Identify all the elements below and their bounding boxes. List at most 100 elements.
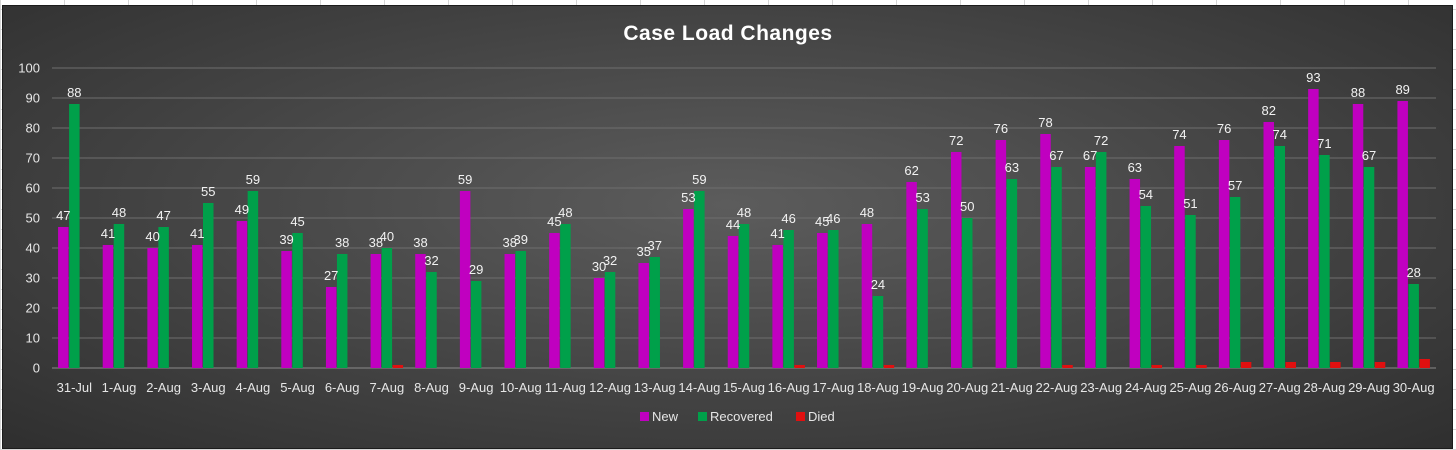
bar-new-10-Aug[interactable]: [504, 254, 516, 368]
bar-died-30-Aug[interactable]: [1419, 359, 1430, 368]
bar-new-29-Aug[interactable]: [1352, 104, 1364, 368]
bar-new-18-Aug[interactable]: [861, 224, 873, 368]
bar-recovered-26-Aug[interactable]: [1229, 197, 1241, 368]
bar-recovered-2-Aug[interactable]: [158, 227, 169, 368]
bar-new-30-Aug[interactable]: [1397, 101, 1408, 368]
bar-died-28-Aug[interactable]: [1330, 362, 1341, 368]
y-axis-tick-labels: 0 10 20 30 40 50 60 70 80 90 100: [18, 61, 40, 376]
data-label-new: 93: [1306, 70, 1320, 85]
bar-recovered-29-Aug[interactable]: [1363, 167, 1375, 368]
x-tick-label: 12-Aug: [589, 380, 631, 395]
legend-item-recovered[interactable]: Recovered: [698, 409, 773, 424]
data-label-new: 44: [726, 217, 740, 232]
bar-new-3-Aug[interactable]: [192, 245, 203, 368]
bar-new-9-Aug[interactable]: [459, 191, 471, 368]
bar-new-11-Aug[interactable]: [549, 233, 560, 368]
bar-new-23-Aug[interactable]: [1084, 167, 1096, 368]
bar-new-12-Aug[interactable]: [593, 278, 605, 368]
bar-recovered-5-Aug[interactable]: [292, 233, 303, 368]
bar-recovered-17-Aug[interactable]: [828, 230, 839, 368]
legend-item-new[interactable]: New: [640, 409, 679, 424]
bar-new-2-Aug[interactable]: [147, 248, 158, 368]
bar-died-27-Aug[interactable]: [1285, 362, 1296, 368]
data-label-recovered: 29: [469, 262, 483, 277]
bar-new-19-Aug[interactable]: [906, 182, 917, 368]
bar-new-6-Aug[interactable]: [325, 287, 337, 368]
bar-new-5-Aug[interactable]: [281, 251, 292, 368]
bar-died-16-Aug[interactable]: [794, 365, 805, 368]
bar-recovered-1-Aug[interactable]: [113, 224, 125, 368]
bar-recovered-11-Aug[interactable]: [560, 224, 571, 368]
bar-new-13-Aug[interactable]: [638, 263, 649, 368]
data-label-recovered: 32: [424, 253, 438, 268]
bar-recovered-23-Aug[interactable]: [1095, 152, 1107, 368]
legend-item-died[interactable]: Died: [796, 409, 835, 424]
bar-recovered-28-Aug[interactable]: [1319, 155, 1330, 368]
bar-recovered-6-Aug[interactable]: [336, 254, 348, 368]
bar-new-26-Aug[interactable]: [1218, 140, 1230, 368]
x-tick-label: 5-Aug: [280, 380, 315, 395]
bar-new-25-Aug[interactable]: [1174, 146, 1185, 368]
bar-chart: Case Load Changes 0 10 20 30 40 50 60 70 80 90 100…: [18, 22, 1436, 424]
data-label-new: 76: [1217, 121, 1231, 136]
bar-recovered-8-Aug[interactable]: [426, 272, 437, 368]
bar-died-24-Aug[interactable]: [1151, 365, 1163, 368]
bar-new-20-Aug[interactable]: [950, 152, 962, 368]
bar-new-22-Aug[interactable]: [1040, 134, 1051, 368]
bar-new-1-Aug[interactable]: [102, 245, 114, 368]
bar-recovered-13-Aug[interactable]: [649, 257, 660, 368]
bar-recovered-16-Aug[interactable]: [783, 230, 794, 368]
bar-new-17-Aug[interactable]: [817, 233, 828, 368]
data-label-new: 53: [681, 190, 695, 205]
bar-recovered-18-Aug[interactable]: [872, 296, 884, 368]
x-tick-label: 8-Aug: [414, 380, 449, 395]
data-label-new: 78: [1038, 115, 1052, 130]
bar-died-26-Aug[interactable]: [1240, 362, 1252, 368]
bar-recovered-21-Aug[interactable]: [1006, 179, 1018, 368]
data-label-recovered: 88: [67, 85, 81, 100]
data-label-recovered: 39: [514, 232, 528, 247]
bar-recovered-20-Aug[interactable]: [961, 218, 973, 368]
x-tick-label: 2-Aug: [146, 380, 181, 395]
bar-died-22-Aug[interactable]: [1062, 365, 1073, 368]
bar-recovered-27-Aug[interactable]: [1274, 146, 1285, 368]
chart-area[interactable]: Case Load Changes 0 10 20 30 40 50 60 70 80 90 100…: [2, 5, 1453, 449]
bar-new-8-Aug[interactable]: [415, 254, 426, 368]
data-label-recovered: 28: [1406, 265, 1420, 280]
bar-recovered-15-Aug[interactable]: [738, 224, 750, 368]
bar-recovered-22-Aug[interactable]: [1051, 167, 1062, 368]
bar-new-31-Jul[interactable]: [58, 227, 69, 368]
bar-new-16-Aug[interactable]: [772, 245, 783, 368]
data-label-recovered: 53: [915, 190, 929, 205]
bar-recovered-3-Aug[interactable]: [203, 203, 214, 368]
bar-new-15-Aug[interactable]: [727, 236, 739, 368]
bar-recovered-24-Aug[interactable]: [1140, 206, 1152, 368]
bar-new-28-Aug[interactable]: [1308, 89, 1319, 368]
data-label-new: 41: [101, 226, 115, 241]
bar-recovered-12-Aug[interactable]: [604, 272, 616, 368]
bar-died-29-Aug[interactable]: [1374, 362, 1386, 368]
bar-new-21-Aug[interactable]: [995, 140, 1007, 368]
bar-new-24-Aug[interactable]: [1129, 179, 1141, 368]
bar-died-18-Aug[interactable]: [883, 365, 895, 368]
legend: New Recovered Died: [640, 409, 835, 424]
bar-recovered-7-Aug[interactable]: [381, 248, 393, 368]
bar-new-4-Aug[interactable]: [236, 221, 248, 368]
bar-new-14-Aug[interactable]: [683, 209, 694, 368]
bar-recovered-31-Jul[interactable]: [69, 104, 80, 368]
data-label-new: 41: [770, 226, 784, 241]
bar-new-27-Aug[interactable]: [1263, 122, 1274, 368]
bar-recovered-30-Aug[interactable]: [1408, 284, 1419, 368]
y-tick-label: 10: [26, 331, 40, 346]
bar-recovered-9-Aug[interactable]: [470, 281, 482, 368]
bar-recovered-25-Aug[interactable]: [1185, 215, 1196, 368]
bar-recovered-10-Aug[interactable]: [515, 251, 527, 368]
bar-recovered-14-Aug[interactable]: [694, 191, 705, 368]
bar-died-25-Aug[interactable]: [1196, 365, 1207, 368]
data-label-new: 39: [279, 232, 293, 247]
data-label-new: 48: [860, 205, 874, 220]
bar-recovered-19-Aug[interactable]: [917, 209, 928, 368]
bar-new-7-Aug[interactable]: [370, 254, 382, 368]
bar-recovered-4-Aug[interactable]: [247, 191, 259, 368]
bar-died-7-Aug[interactable]: [392, 365, 404, 368]
